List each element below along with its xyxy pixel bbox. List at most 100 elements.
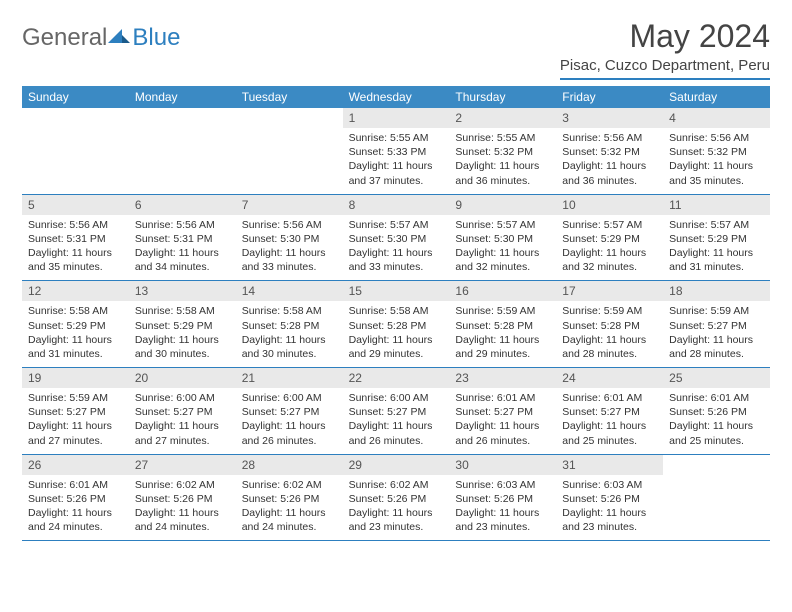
day-details: Sunrise: 6:01 AMSunset: 5:26 PMDaylight:… [663,391,770,448]
day-number: 4 [663,108,770,128]
day-number: 30 [449,455,556,475]
day-details: Sunrise: 5:59 AMSunset: 5:28 PMDaylight:… [449,304,556,361]
brand-logo: General Blue [22,18,180,52]
calendar-week: 5Sunrise: 5:56 AMSunset: 5:31 PMDaylight… [22,195,770,282]
day-number: 22 [343,368,450,388]
day-headers-row: SundayMondayTuesdayWednesdayThursdayFrid… [22,86,770,108]
day-number: 12 [22,281,129,301]
day-details: Sunrise: 6:00 AMSunset: 5:27 PMDaylight:… [343,391,450,448]
calendar-cell: 14 Sunrise: 5:58 AMSunset: 5:28 PMDayligh… [236,281,343,367]
page-header: General Blue May 2024 Pisac, Cuzco Depar… [22,18,770,80]
day-number: 18 [663,281,770,301]
calendar-cell: 1Sunrise: 5:55 AMSunset: 5:33 PMDaylight… [343,108,450,194]
day-details: Sunrise: 5:57 AMSunset: 5:30 PMDaylight:… [449,218,556,275]
month-title: May 2024 [560,18,770,55]
day-details: Sunrise: 5:58 AMSunset: 5:28 PMDaylight:… [343,304,450,361]
day-number: 8 [343,195,450,215]
day-details: Sunrise: 5:59 AMSunset: 5:28 PMDaylight:… [556,304,663,361]
day-details: Sunrise: 5:58 AMSunset: 5:29 PMDaylight:… [129,304,236,361]
brand-part1: General [22,24,107,52]
day-header: Tuesday [236,86,343,108]
day-number: 1 [343,108,450,128]
day-details: Sunrise: 5:58 AMSunset: 5:28 PMDaylight:… [236,304,343,361]
calendar-cell: 21 Sunrise: 6:00 AMSunset: 5:27 PMDayligh… [236,368,343,454]
day-details: Sunrise: 5:56 AMSunset: 5:31 PMDaylight:… [22,218,129,275]
day-header: Friday [556,86,663,108]
calendar-cell: 26 Sunrise: 6:01 AMSunset: 5:26 PMDayligh… [22,455,129,541]
calendar-week: 26 Sunrise: 6:01 AMSunset: 5:26 PMDayligh… [22,455,770,542]
day-details: Sunrise: 6:03 AMSunset: 5:26 PMDaylight:… [556,478,663,535]
calendar-cell: 4Sunrise: 5:56 AMSunset: 5:32 PMDaylight… [663,108,770,194]
day-number: 31 [556,455,663,475]
day-header: Thursday [449,86,556,108]
day-number: 14 [236,281,343,301]
day-number: 19 [22,368,129,388]
calendar-cell: 20 Sunrise: 6:00 AMSunset: 5:27 PMDayligh… [129,368,236,454]
day-header: Sunday [22,86,129,108]
day-details: Sunrise: 6:02 AMSunset: 5:26 PMDaylight:… [236,478,343,535]
day-number: 11 [663,195,770,215]
day-details: Sunrise: 5:57 AMSunset: 5:30 PMDaylight:… [343,218,450,275]
day-number: 28 [236,455,343,475]
calendar: SundayMondayTuesdayWednesdayThursdayFrid… [22,86,770,541]
day-header: Wednesday [343,86,450,108]
day-details: Sunrise: 5:55 AMSunset: 5:32 PMDaylight:… [449,131,556,188]
day-details: Sunrise: 6:01 AMSunset: 5:26 PMDaylight:… [22,478,129,535]
calendar-cell-empty [663,455,770,541]
title-block: May 2024 Pisac, Cuzco Department, Peru [560,18,770,80]
day-number: 10 [556,195,663,215]
day-details: Sunrise: 5:56 AMSunset: 5:30 PMDaylight:… [236,218,343,275]
day-number: 26 [22,455,129,475]
day-details: Sunrise: 6:01 AMSunset: 5:27 PMDaylight:… [556,391,663,448]
day-number: 21 [236,368,343,388]
calendar-week: 19 Sunrise: 5:59 AMSunset: 5:27 PMDayligh… [22,368,770,455]
day-details: Sunrise: 5:58 AMSunset: 5:29 PMDaylight:… [22,304,129,361]
day-number: 13 [129,281,236,301]
calendar-cell: 28 Sunrise: 6:02 AMSunset: 5:26 PMDayligh… [236,455,343,541]
calendar-cell: 27 Sunrise: 6:02 AMSunset: 5:26 PMDayligh… [129,455,236,541]
day-number: 6 [129,195,236,215]
calendar-cell: 9 Sunrise: 5:57 AMSunset: 5:30 PMDaylight… [449,195,556,281]
day-number: 9 [449,195,556,215]
day-details: Sunrise: 6:00 AMSunset: 5:27 PMDaylight:… [129,391,236,448]
calendar-cell: 11 Sunrise: 5:57 AMSunset: 5:29 PMDayligh… [663,195,770,281]
day-details: Sunrise: 5:59 AMSunset: 5:27 PMDaylight:… [22,391,129,448]
day-number: 16 [449,281,556,301]
calendar-weeks: 1Sunrise: 5:55 AMSunset: 5:33 PMDaylight… [22,108,770,541]
calendar-cell: 13 Sunrise: 5:58 AMSunset: 5:29 PMDayligh… [129,281,236,367]
day-number: 2 [449,108,556,128]
day-number: 3 [556,108,663,128]
day-number: 15 [343,281,450,301]
day-details: Sunrise: 6:02 AMSunset: 5:26 PMDaylight:… [129,478,236,535]
calendar-cell: 7 Sunrise: 5:56 AMSunset: 5:30 PMDaylight… [236,195,343,281]
day-number: 27 [129,455,236,475]
day-number: 29 [343,455,450,475]
calendar-cell: 15 Sunrise: 5:58 AMSunset: 5:28 PMDayligh… [343,281,450,367]
calendar-cell-empty [22,108,129,194]
day-details: Sunrise: 5:57 AMSunset: 5:29 PMDaylight:… [663,218,770,275]
calendar-cell-empty [236,108,343,194]
day-details: Sunrise: 6:00 AMSunset: 5:27 PMDaylight:… [236,391,343,448]
day-details: Sunrise: 5:56 AMSunset: 5:32 PMDaylight:… [556,131,663,188]
location-text: Pisac, Cuzco Department, Peru [560,57,770,80]
day-details: Sunrise: 6:01 AMSunset: 5:27 PMDaylight:… [449,391,556,448]
calendar-cell: 31 Sunrise: 6:03 AMSunset: 5:26 PMDayligh… [556,455,663,541]
day-number: 24 [556,368,663,388]
calendar-cell: 25 Sunrise: 6:01 AMSunset: 5:26 PMDayligh… [663,368,770,454]
day-number: 20 [129,368,236,388]
logo-triangle-icon [108,24,130,52]
calendar-week: 1Sunrise: 5:55 AMSunset: 5:33 PMDaylight… [22,108,770,195]
day-details: Sunrise: 5:56 AMSunset: 5:31 PMDaylight:… [129,218,236,275]
day-header: Saturday [663,86,770,108]
day-number: 25 [663,368,770,388]
day-header: Monday [129,86,236,108]
calendar-cell: 22 Sunrise: 6:00 AMSunset: 5:27 PMDayligh… [343,368,450,454]
calendar-cell: 24 Sunrise: 6:01 AMSunset: 5:27 PMDayligh… [556,368,663,454]
calendar-cell: 10Sunrise: 5:57 AMSunset: 5:29 PMDayligh… [556,195,663,281]
calendar-cell: 23Sunrise: 6:01 AMSunset: 5:27 PMDayligh… [449,368,556,454]
calendar-cell: 6 Sunrise: 5:56 AMSunset: 5:31 PMDaylight… [129,195,236,281]
day-number: 7 [236,195,343,215]
calendar-cell: 30 Sunrise: 6:03 AMSunset: 5:26 PMDayligh… [449,455,556,541]
calendar-week: 12Sunrise: 5:58 AMSunset: 5:29 PMDayligh… [22,281,770,368]
day-details: Sunrise: 6:03 AMSunset: 5:26 PMDaylight:… [449,478,556,535]
